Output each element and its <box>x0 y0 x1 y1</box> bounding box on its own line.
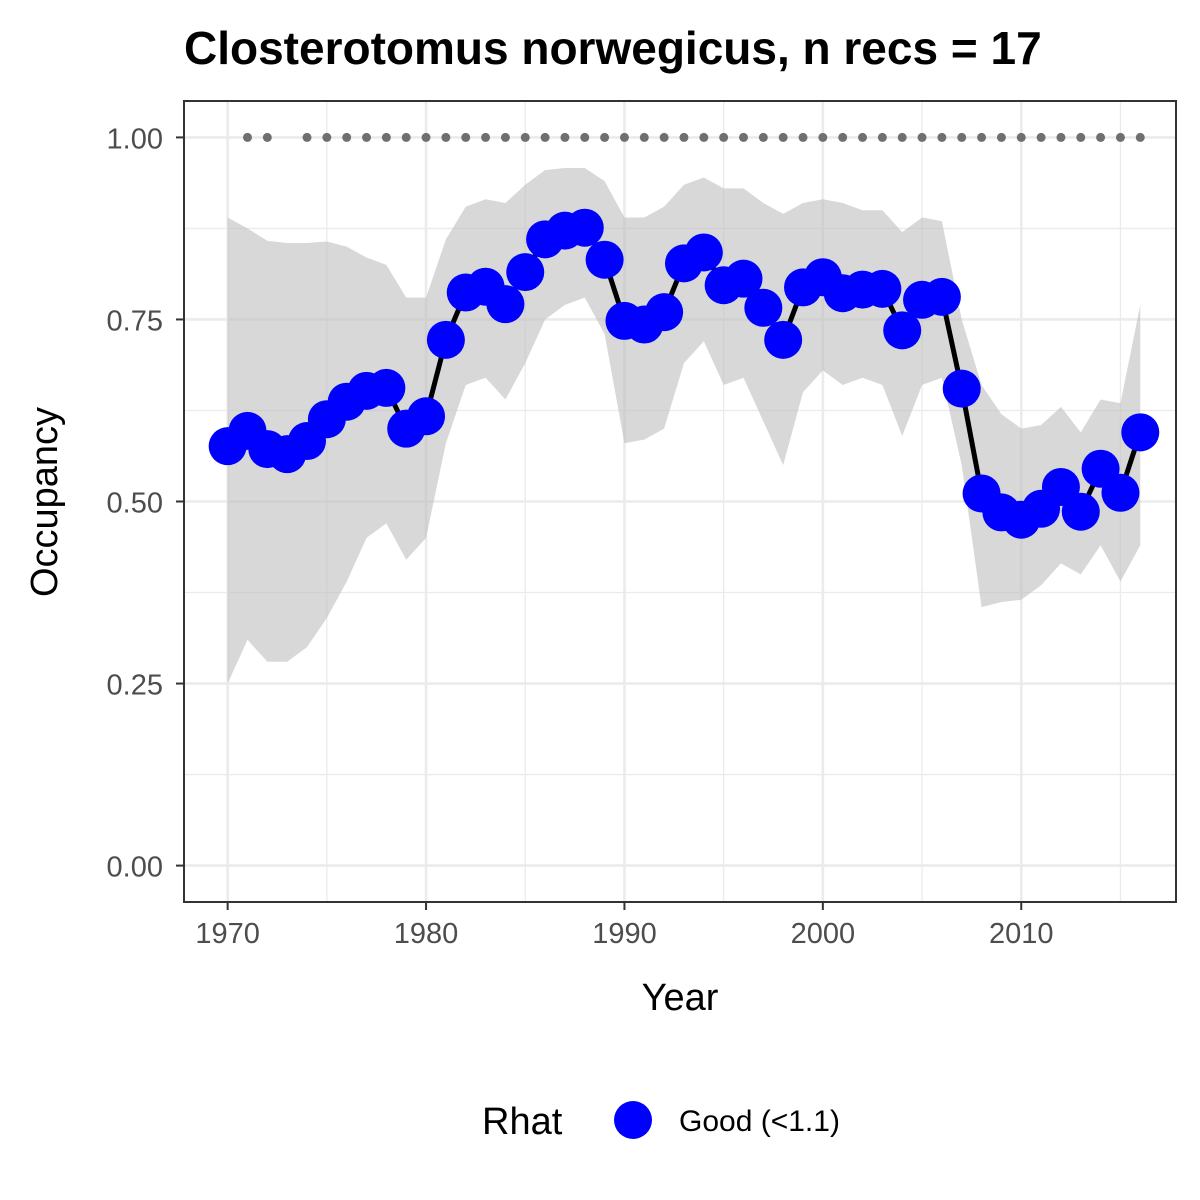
y-axis-title: Occupancy <box>24 407 66 597</box>
data-point <box>407 397 446 436</box>
record-marker <box>362 132 372 142</box>
record-marker <box>401 132 411 142</box>
record-marker <box>1076 132 1086 142</box>
y-tick-label: 0.25 <box>107 670 163 702</box>
record-marker <box>322 132 332 142</box>
record-marker <box>302 132 312 142</box>
record-marker <box>679 132 689 142</box>
data-point <box>645 293 684 332</box>
record-marker <box>758 132 768 142</box>
record-marker <box>1115 132 1125 142</box>
record-marker <box>838 132 848 142</box>
record-marker <box>738 132 748 142</box>
record-marker <box>818 132 828 142</box>
data-point <box>684 233 723 272</box>
data-point <box>883 311 922 350</box>
record-marker <box>500 132 510 142</box>
legend-label-good: Good (<1.1) <box>679 1105 840 1138</box>
data-point <box>565 208 604 247</box>
record-marker <box>719 132 729 142</box>
data-points <box>208 208 1160 539</box>
data-point <box>724 259 763 298</box>
legend-title: Rhat <box>482 1101 563 1143</box>
legend: Rhat Good (<1.1) <box>482 1101 840 1143</box>
record-marker <box>977 132 987 142</box>
x-tick-label: 1970 <box>195 918 260 950</box>
record-marker <box>1056 132 1066 142</box>
record-marker <box>1135 132 1145 142</box>
record-marker <box>560 132 570 142</box>
data-point <box>1061 492 1100 531</box>
record-marker <box>897 132 907 142</box>
record-marker <box>1016 132 1026 142</box>
record-marker <box>580 132 590 142</box>
y-tick-label: 0.50 <box>107 488 163 520</box>
y-tick-label: 0.00 <box>107 852 163 884</box>
record-marker <box>619 132 629 142</box>
record-marker <box>381 132 391 142</box>
record-marker <box>520 132 530 142</box>
x-tick-label: 1990 <box>592 918 657 950</box>
record-marker <box>937 132 947 142</box>
record-marker <box>540 132 550 142</box>
record-marker <box>600 132 610 142</box>
data-point <box>1121 413 1160 452</box>
data-point <box>863 269 902 308</box>
data-point <box>922 277 961 316</box>
record-marker <box>957 132 967 142</box>
data-point <box>1101 473 1140 512</box>
data-point <box>426 320 465 359</box>
record-marker <box>441 132 451 142</box>
record-marker <box>917 132 927 142</box>
record-marker <box>659 132 669 142</box>
data-point <box>744 288 783 327</box>
record-marker <box>342 132 352 142</box>
record-marker <box>262 132 272 142</box>
data-point <box>506 253 545 292</box>
record-markers <box>242 132 1145 142</box>
record-marker <box>421 132 431 142</box>
record-marker <box>877 132 887 142</box>
data-point <box>942 369 981 408</box>
chart-title: Closterotomus norwegicus, n recs = 17 <box>184 22 1042 74</box>
record-marker <box>996 132 1006 142</box>
data-point <box>764 320 803 359</box>
data-point <box>367 368 406 407</box>
record-marker <box>1096 132 1106 142</box>
record-marker <box>699 132 709 142</box>
x-tick-label: 1980 <box>394 918 459 950</box>
x-tick-label: 2010 <box>989 918 1054 950</box>
record-marker <box>242 132 252 142</box>
data-point <box>585 240 624 279</box>
record-marker <box>461 132 471 142</box>
record-marker <box>481 132 491 142</box>
record-marker <box>858 132 868 142</box>
record-marker <box>778 132 788 142</box>
axes: 1970 1980 1990 2000 2010 0.00 0.25 0.50 0.75 1.00 <box>107 123 1054 950</box>
y-tick-label: 1.00 <box>107 123 163 155</box>
x-axis-title: Year <box>642 977 719 1019</box>
record-marker <box>1036 132 1046 142</box>
y-tick-label: 0.75 <box>107 305 163 337</box>
record-marker <box>639 132 649 142</box>
data-point <box>486 285 525 324</box>
legend-key-good <box>614 1101 652 1139</box>
x-tick-label: 2000 <box>791 918 856 950</box>
record-marker <box>798 132 808 142</box>
